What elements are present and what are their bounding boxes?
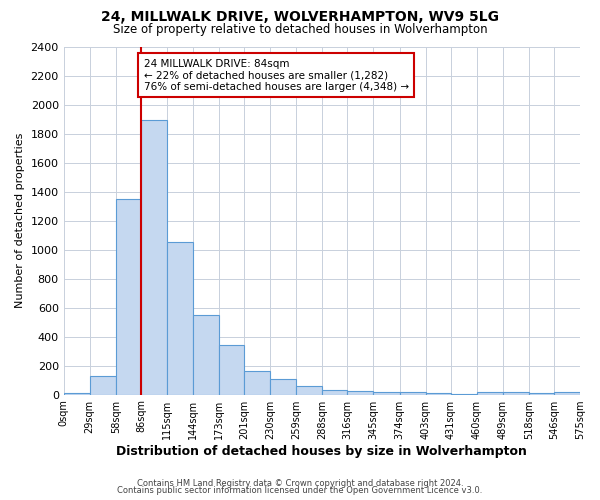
Text: Size of property relative to detached houses in Wolverhampton: Size of property relative to detached ho… bbox=[113, 22, 487, 36]
Bar bbox=[554, 392, 580, 394]
Bar bbox=[270, 378, 296, 394]
Bar bbox=[116, 199, 141, 394]
Bar bbox=[244, 372, 270, 394]
Bar bbox=[167, 242, 193, 394]
Bar bbox=[322, 390, 347, 394]
Bar bbox=[296, 386, 322, 394]
X-axis label: Distribution of detached houses by size in Wolverhampton: Distribution of detached houses by size … bbox=[116, 444, 527, 458]
Bar bbox=[373, 392, 400, 394]
Bar bbox=[347, 391, 373, 394]
Bar bbox=[141, 120, 167, 394]
Bar bbox=[90, 376, 116, 394]
Text: 24, MILLWALK DRIVE, WOLVERHAMPTON, WV9 5LG: 24, MILLWALK DRIVE, WOLVERHAMPTON, WV9 5… bbox=[101, 10, 499, 24]
Bar bbox=[425, 393, 451, 394]
Text: Contains public sector information licensed under the Open Government Licence v3: Contains public sector information licen… bbox=[118, 486, 482, 495]
Bar bbox=[400, 392, 425, 394]
Bar bbox=[529, 393, 554, 394]
Text: Contains HM Land Registry data © Crown copyright and database right 2024.: Contains HM Land Registry data © Crown c… bbox=[137, 478, 463, 488]
Bar bbox=[477, 392, 503, 394]
Bar bbox=[219, 346, 244, 395]
Text: 24 MILLWALK DRIVE: 84sqm
← 22% of detached houses are smaller (1,282)
76% of sem: 24 MILLWALK DRIVE: 84sqm ← 22% of detach… bbox=[143, 58, 409, 92]
Bar bbox=[64, 393, 90, 394]
Bar bbox=[193, 315, 219, 394]
Y-axis label: Number of detached properties: Number of detached properties bbox=[15, 133, 25, 308]
Bar bbox=[503, 392, 529, 394]
